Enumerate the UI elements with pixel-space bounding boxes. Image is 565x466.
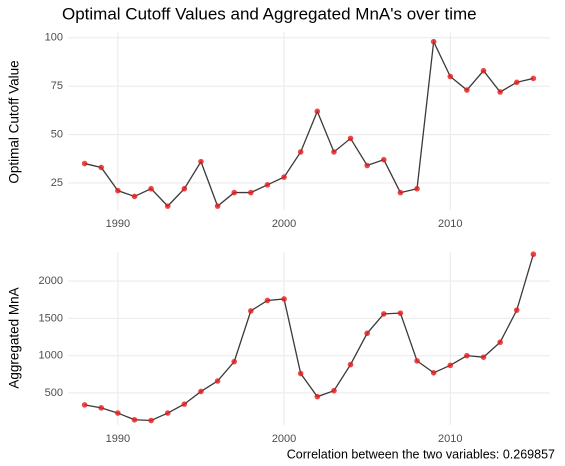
point	[314, 393, 321, 400]
point	[131, 193, 138, 200]
point	[497, 89, 503, 95]
point	[148, 185, 154, 192]
y-tick-label: 1500	[39, 312, 63, 324]
chart-title: Optimal Cutoff Values and Aggregated MnA…	[62, 4, 477, 23]
y-axis-label: Optimal Cutoff Value	[7, 60, 22, 183]
point	[364, 330, 370, 337]
y-tick-label: 1000	[39, 350, 63, 362]
point	[380, 156, 387, 163]
point	[81, 160, 88, 167]
x-tick-label: 1990	[106, 433, 130, 445]
point	[198, 388, 204, 395]
point	[297, 149, 304, 155]
x-tick-label: 2010	[438, 433, 462, 445]
point	[414, 358, 420, 364]
point	[414, 185, 420, 192]
point	[530, 251, 537, 258]
point	[297, 370, 304, 377]
x-tick-label: 2010	[438, 218, 462, 230]
point	[430, 370, 437, 376]
x-tick-label: 2000	[272, 433, 296, 445]
point	[331, 149, 337, 155]
point	[513, 307, 520, 313]
point	[480, 67, 487, 74]
y-tick-label: 100	[45, 32, 63, 44]
point	[181, 401, 188, 407]
point	[464, 87, 470, 93]
y-tick-label: 500	[45, 387, 63, 399]
point	[447, 362, 454, 369]
point	[231, 189, 238, 196]
caption: Correlation between the two variables: 0…	[287, 447, 555, 461]
point	[430, 38, 437, 45]
point	[231, 358, 238, 365]
point	[264, 182, 271, 188]
point	[397, 310, 404, 316]
point	[364, 162, 370, 169]
point	[347, 135, 354, 142]
point	[530, 75, 537, 82]
point	[148, 417, 154, 424]
point	[248, 189, 254, 196]
point	[281, 174, 287, 180]
y-tick-label: 25	[51, 177, 63, 189]
y-tick-label: 75	[51, 80, 63, 92]
point	[480, 354, 487, 360]
point	[447, 73, 454, 80]
y-tick-label: 2000	[39, 275, 63, 287]
point	[214, 203, 221, 209]
line	[84, 254, 535, 422]
point	[181, 185, 188, 192]
point	[81, 402, 88, 408]
y-axis-label: Aggregated MnA	[7, 287, 22, 388]
point	[497, 339, 503, 346]
x-tick-label: 2000	[272, 218, 296, 230]
point	[331, 387, 337, 394]
point	[131, 416, 138, 423]
point	[380, 311, 387, 317]
point	[98, 405, 105, 411]
point	[115, 187, 121, 194]
point	[98, 164, 105, 171]
point	[281, 296, 287, 302]
x-tick-label: 1990	[106, 218, 130, 230]
point	[214, 378, 221, 384]
point	[513, 79, 520, 86]
line	[84, 39, 534, 208]
point	[397, 189, 404, 196]
point	[248, 308, 254, 314]
point	[115, 410, 121, 416]
point	[314, 108, 321, 115]
point	[347, 361, 354, 368]
point	[464, 352, 470, 359]
point	[198, 158, 204, 165]
y-tick-label: 50	[51, 128, 63, 140]
point	[164, 203, 171, 209]
point	[164, 410, 171, 416]
point	[264, 297, 271, 304]
